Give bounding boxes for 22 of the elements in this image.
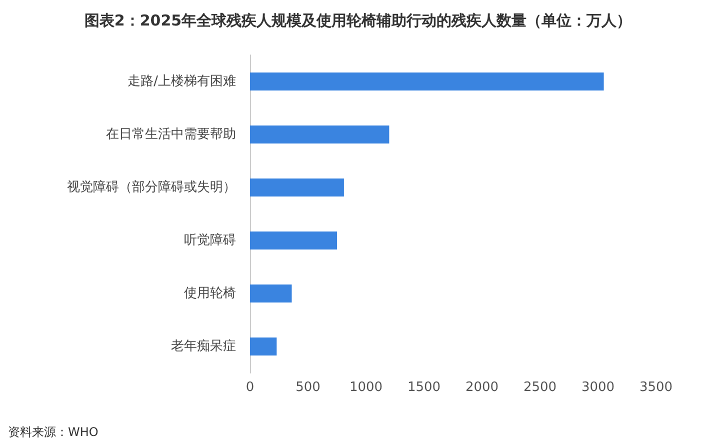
y-tick-label: 走路/上楼梯有困难 xyxy=(128,74,236,89)
x-tick-label: 0 xyxy=(246,380,254,395)
bar xyxy=(250,126,390,144)
bar xyxy=(250,284,292,302)
x-tick-label: 2500 xyxy=(523,380,557,395)
bar xyxy=(250,232,337,250)
bar xyxy=(250,178,344,196)
x-tick-label: 500 xyxy=(296,380,320,395)
y-tick-label: 听觉障碍 xyxy=(184,233,236,248)
text: 资料来源：WHO xyxy=(8,425,98,439)
y-tick-label: 老年痴呆症 xyxy=(171,339,236,354)
bar xyxy=(250,338,277,356)
chart-title: 图表2：2025年全球残疾人规模及使用轮椅辅助行动的残疾人数量（单位：万人） xyxy=(84,12,632,30)
x-tick-label: 1500 xyxy=(407,380,441,395)
x-tick-label: 1000 xyxy=(349,380,383,395)
y-tick-label: 使用轮椅 xyxy=(184,286,236,301)
bar xyxy=(250,72,604,90)
y-tick-label: 视觉障碍（部分障碍或失明） xyxy=(67,180,236,195)
y-tick-label: 在日常生活中需要帮助 xyxy=(106,127,236,142)
x-tick-label: 2000 xyxy=(465,380,499,395)
x-tick-label: 3500 xyxy=(639,380,673,395)
x-tick-label: 3000 xyxy=(581,380,615,395)
